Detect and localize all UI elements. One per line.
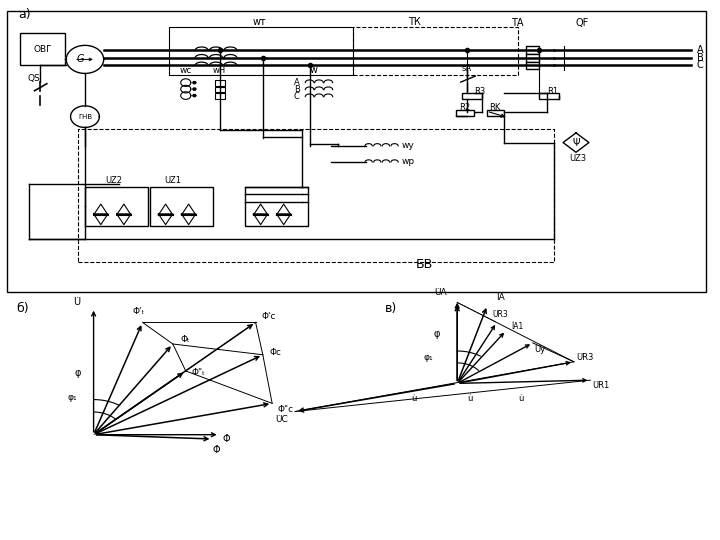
Bar (526, 62, 539, 69)
Text: wу: wу (402, 141, 415, 150)
Text: QS: QS (27, 74, 40, 83)
Text: U̇: U̇ (73, 298, 81, 307)
Text: U̇R3: U̇R3 (492, 310, 508, 319)
Text: U̇R1: U̇R1 (593, 381, 610, 390)
Text: wH: wH (213, 65, 226, 75)
Polygon shape (181, 85, 191, 93)
Text: wc: wc (179, 65, 192, 75)
Text: БВ: БВ (416, 258, 433, 271)
Bar (215, 93, 225, 99)
Bar (462, 93, 482, 99)
Bar (539, 93, 559, 99)
Text: Φ̇'c: Φ̇'c (261, 313, 276, 321)
Text: Φ̇c: Φ̇c (270, 348, 282, 356)
Text: İA: İA (496, 293, 505, 301)
Polygon shape (181, 79, 191, 86)
Text: Φ̇'ₜ: Φ̇'ₜ (133, 307, 145, 316)
Text: φ: φ (74, 368, 81, 377)
Bar (526, 46, 539, 54)
Text: а): а) (18, 8, 31, 21)
Bar (85, 187, 148, 226)
Text: φ: φ (433, 329, 441, 339)
Text: ГНВ: ГНВ (78, 113, 92, 120)
Text: w: w (309, 64, 318, 75)
Text: u̇: u̇ (411, 394, 417, 403)
Text: R1: R1 (547, 87, 558, 96)
Polygon shape (193, 88, 196, 90)
Bar (20, 33, 65, 65)
Text: ОВГ: ОВГ (33, 45, 52, 53)
Text: R2: R2 (459, 104, 470, 112)
Text: φ₁: φ₁ (67, 394, 77, 402)
Text: G: G (77, 55, 84, 64)
Bar (215, 87, 225, 92)
Polygon shape (193, 94, 196, 97)
Text: A: A (294, 78, 300, 87)
Text: R3: R3 (474, 87, 485, 96)
Bar (150, 187, 213, 226)
Text: U̇A: U̇A (433, 288, 446, 297)
Text: U̇C: U̇C (275, 415, 288, 424)
Polygon shape (193, 82, 196, 84)
Text: UZ2: UZ2 (105, 176, 122, 185)
Text: u̇: u̇ (467, 394, 473, 403)
Polygon shape (181, 92, 191, 99)
Text: B: B (697, 53, 703, 63)
Text: B: B (294, 85, 300, 94)
Text: UZ3: UZ3 (569, 154, 586, 163)
Polygon shape (66, 45, 104, 73)
Bar (487, 110, 504, 116)
Text: в): в) (385, 302, 397, 315)
Text: ТА: ТА (510, 18, 523, 28)
Text: C: C (294, 92, 300, 101)
Bar (526, 54, 539, 62)
Text: wр: wр (402, 158, 415, 166)
Bar (7, 11, 706, 292)
Text: u̇: u̇ (518, 394, 523, 403)
Text: QF: QF (576, 18, 589, 28)
Text: U̇y: U̇y (534, 345, 546, 354)
Text: sA: sA (462, 64, 472, 72)
Text: wт: wт (252, 17, 266, 26)
Text: A: A (697, 45, 703, 55)
Text: Φ̇ₜ: Φ̇ₜ (181, 335, 191, 344)
Text: RK: RK (490, 104, 501, 112)
Text: İA1: İA1 (510, 322, 523, 330)
Text: φ₁: φ₁ (423, 353, 433, 362)
Text: б): б) (16, 302, 29, 315)
Text: ТК: ТК (408, 17, 420, 26)
Bar (456, 110, 474, 116)
Bar (245, 187, 308, 226)
Polygon shape (71, 106, 99, 127)
Text: U̇R3: U̇R3 (576, 353, 593, 362)
Bar (215, 80, 225, 86)
Text: Ψ: Ψ (572, 138, 580, 147)
Text: UZ1: UZ1 (164, 176, 181, 185)
Text: Φ̇: Φ̇ (223, 434, 230, 444)
Text: Φ̇"ₜ: Φ̇"ₜ (192, 368, 206, 376)
Text: Φ̇: Φ̇ (212, 445, 220, 455)
Text: C: C (697, 60, 703, 70)
Text: Φ̇"c: Φ̇"c (277, 406, 293, 414)
